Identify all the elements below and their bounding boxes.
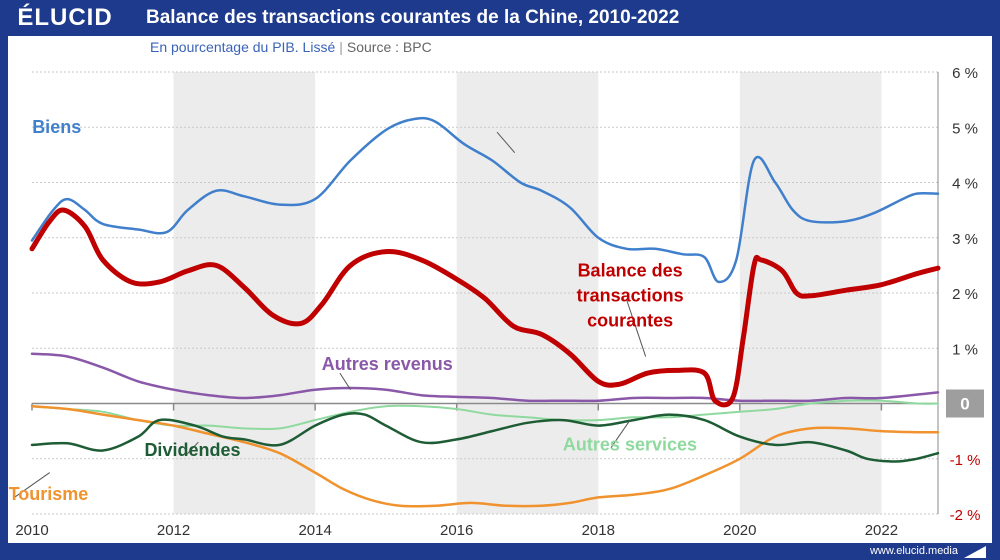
- leader-line: [610, 419, 631, 448]
- x-tick-label: 2016: [440, 522, 473, 539]
- y-tick-label: 0: [960, 395, 969, 414]
- series-line-tourisme: [30, 405, 940, 508]
- x-tick-label: 2012: [157, 522, 190, 539]
- brand-mark-icon: [964, 546, 986, 558]
- x-tick-label: 2010: [15, 522, 48, 539]
- series-label-tourisme: Tourisme: [9, 484, 89, 504]
- x-tick-label: 2020: [723, 522, 756, 539]
- x-tick-label: 2022: [865, 522, 898, 539]
- page-title: Balance des transactions courantes de la…: [146, 7, 680, 28]
- series-label-dividendes: Dividendes: [144, 440, 240, 460]
- series-line-biens: [30, 116, 940, 284]
- y-tick-label: 4 %: [952, 176, 978, 193]
- source-note: Source : BPC: [346, 39, 432, 55]
- series-line-dividendes: [30, 411, 940, 463]
- y-tick-label: 6 %: [952, 65, 978, 82]
- leader-line: [339, 372, 351, 390]
- y-tick-label: 5 %: [952, 120, 978, 137]
- x-tick-label: 2014: [298, 522, 331, 539]
- subtitle-separator: |: [339, 39, 343, 55]
- y-tick-label: -1 %: [950, 452, 981, 469]
- leader-line: [626, 299, 647, 357]
- series-label-autres-services: Autres services: [563, 434, 697, 454]
- subtitle-text: En pourcentage du PIB. Lissé: [150, 39, 336, 55]
- zero-label-box: [946, 389, 984, 418]
- y-tick-label: 1 %: [952, 341, 978, 358]
- chart-subtitle: En pourcentage du PIB. Lissé | Source : BP…: [150, 39, 432, 55]
- series-label-biens: Biens: [32, 117, 81, 137]
- series-line-balance-des-transactions-courantes: [29, 207, 941, 408]
- y-tick-label: -2 %: [950, 507, 981, 524]
- x-tick-label: 2018: [582, 522, 615, 539]
- brand-logo: ÉLUCID: [0, 0, 130, 36]
- y-tick-label: 3 %: [952, 231, 978, 248]
- footer-url[interactable]: www.elucid.media: [869, 545, 958, 557]
- leader-line: [496, 131, 516, 153]
- leader-line: [14, 472, 50, 498]
- series-label-autres-revenus: Autres revenus: [322, 354, 453, 374]
- series-line-autres-revenus: [30, 352, 940, 403]
- leader-line: [185, 441, 199, 456]
- series-line-autres-services: [31, 399, 939, 431]
- series-label-balance-des-transactions-courantes: transactions: [577, 285, 684, 305]
- series-label-balance-des-transactions-courantes: Balance des: [578, 260, 683, 280]
- series-label-balance-des-transactions-courantes: courantes: [587, 310, 673, 330]
- y-tick-label: 2 %: [952, 286, 978, 303]
